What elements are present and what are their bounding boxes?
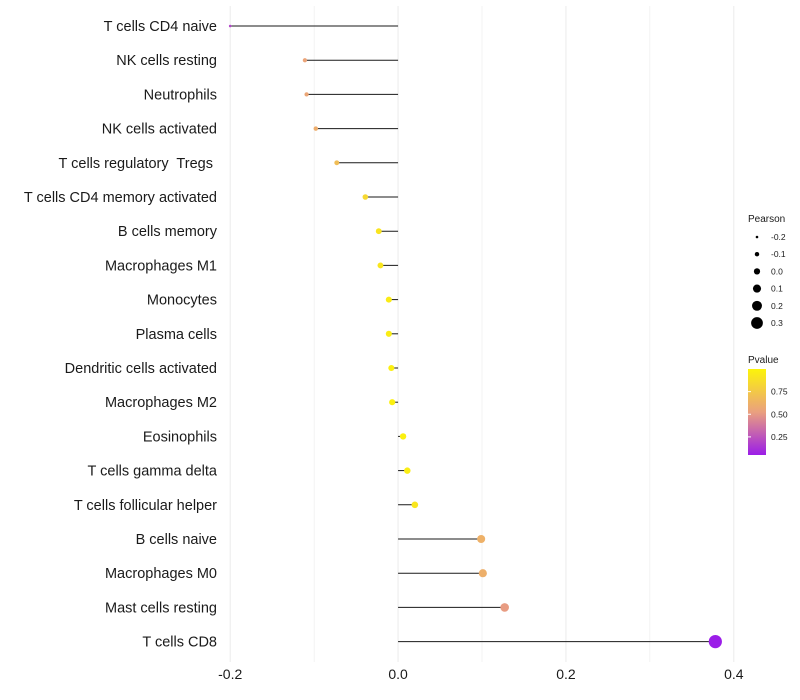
size-legend-label: -0.2	[771, 232, 786, 242]
category-label: Neutrophils	[144, 87, 217, 103]
category-labels: T cells CD4 naive NK cells resting Neutrop…	[24, 19, 218, 651]
size-legend: Pearson -0.2 -0.1 0.0 0.1 0.2 0.3	[748, 214, 786, 329]
lollipop-point	[478, 569, 487, 578]
size-legend-label: 0.3	[771, 318, 783, 328]
color-legend-label: 0.75	[771, 387, 788, 397]
size-legend-title: Pearson	[748, 214, 785, 225]
color-legend-label: 0.50	[771, 409, 788, 419]
lollipop-point	[399, 433, 407, 440]
size-legend-dot	[755, 235, 759, 239]
category-label: Macrophages M2	[105, 395, 217, 411]
x-tick-label: 0.0	[388, 666, 408, 682]
color-legend-label: 0.25	[771, 432, 788, 442]
lollipop-points	[228, 24, 722, 649]
category-label: Monocytes	[147, 293, 217, 309]
x-axis-ticks: -0.2 0.0 0.2 0.4	[218, 666, 744, 682]
lollipop-point	[313, 126, 319, 131]
category-label: T cells regulatory Tregs	[59, 156, 218, 172]
category-label: Eosinophils	[143, 429, 217, 445]
lollipop-point	[500, 603, 509, 612]
category-label: NK cells resting	[116, 53, 217, 69]
lollipop-point	[304, 92, 309, 97]
size-legend-label: 0.1	[771, 284, 783, 294]
category-label: T cells CD4 memory activated	[24, 190, 217, 206]
size-legend-dot	[754, 251, 760, 257]
lollipop-point	[708, 635, 722, 649]
lollipop-point	[334, 160, 340, 166]
lollipop-point	[385, 296, 392, 303]
lollipop-point	[385, 330, 392, 337]
lollipop-point	[404, 467, 411, 474]
lollipop-point	[388, 364, 395, 372]
category-label: Dendritic cells activated	[65, 361, 217, 377]
lollipop-point	[228, 24, 232, 28]
size-legend-dot	[751, 317, 763, 329]
category-label: Macrophages M0	[105, 566, 217, 582]
size-legend-dot	[753, 268, 761, 275]
lollipop-point	[362, 194, 369, 200]
size-legend-dot	[752, 284, 762, 293]
x-tick-label: 0.2	[556, 666, 576, 682]
category-label: NK cells activated	[102, 122, 217, 138]
size-legend-dot	[752, 300, 762, 311]
category-label: Mast cells resting	[105, 600, 217, 616]
category-label: T cells gamma delta	[88, 464, 218, 480]
category-label: T cells follicular helper	[74, 498, 217, 514]
lollipop-point	[389, 399, 396, 406]
lollipop-point	[302, 58, 308, 63]
category-label: Macrophages M1	[105, 258, 217, 274]
lollipop-point	[411, 501, 419, 509]
size-legend-label: 0.0	[771, 266, 783, 276]
category-label: B cells memory	[118, 224, 218, 240]
grid-lines	[229, 6, 735, 662]
category-label: T cells CD4 naive	[104, 19, 217, 35]
color-legend-title: Pvalue	[748, 355, 779, 366]
size-legend-label: 0.2	[771, 301, 783, 311]
x-tick-label: 0.4	[724, 666, 744, 682]
lollipop-point	[377, 262, 384, 269]
category-label: T cells CD8	[142, 635, 217, 651]
lollipop-stems	[230, 25, 716, 643]
color-legend-bar	[748, 369, 766, 455]
lollipop-point	[477, 534, 486, 544]
x-tick-label: -0.2	[218, 666, 242, 682]
lollipop-point	[375, 228, 382, 235]
category-label: Plasma cells	[136, 327, 217, 343]
category-label: B cells naive	[136, 532, 217, 548]
color-legend: Pvalue 0.75 0.50 0.25	[748, 355, 788, 455]
size-legend-label: -0.1	[771, 249, 786, 259]
